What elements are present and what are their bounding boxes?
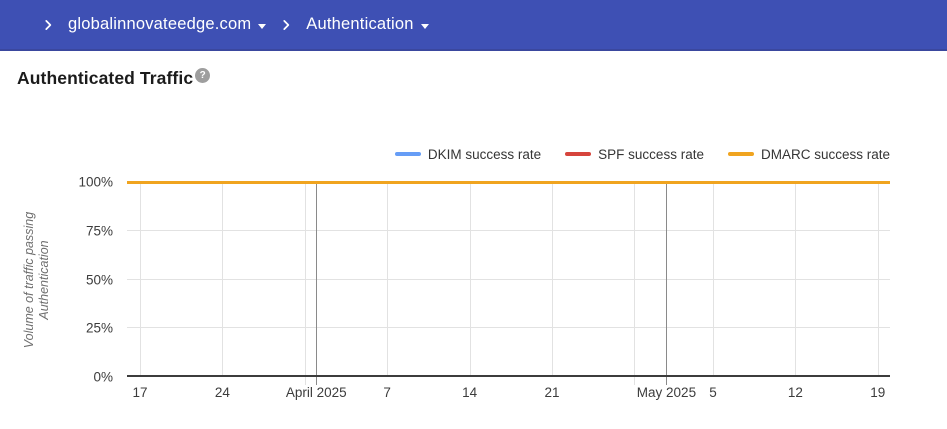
page-title: Authenticated Traffic bbox=[17, 68, 194, 88]
help-icon[interactable]: ? bbox=[195, 68, 211, 83]
report-selector-dropdown[interactable]: Authentication bbox=[306, 15, 429, 34]
x-tick-label: 5 bbox=[709, 385, 717, 400]
vertical-gridline bbox=[634, 182, 636, 385]
vertical-gridline bbox=[795, 182, 797, 377]
y-tick-label: 25% bbox=[85, 320, 113, 336]
horizontal-gridline bbox=[127, 229, 890, 231]
vertical-gridline bbox=[551, 182, 553, 377]
x-tick-label: 14 bbox=[462, 385, 478, 400]
x-tick-label: 7 bbox=[383, 385, 391, 400]
legend-item: DMARC success rate bbox=[727, 146, 890, 162]
legend-label: DMARC success rate bbox=[760, 146, 890, 162]
legend-swatch bbox=[565, 152, 592, 156]
x-tick-label: April 2025 bbox=[285, 385, 347, 400]
x-tick-label: May 2025 bbox=[636, 385, 697, 400]
horizontal-gridline bbox=[127, 278, 890, 280]
x-tick-label: 19 bbox=[870, 385, 886, 400]
page-title-row: Authenticated Traffic ? bbox=[17, 68, 211, 89]
x-axis-ticks: 17 24 April 2025 7 14 21 May 2025 5 12 19 bbox=[127, 385, 890, 403]
caret-down-icon bbox=[420, 23, 429, 29]
x-tick-label: 21 bbox=[544, 385, 560, 400]
top-nav-bar: globalinnovateedge.com Authentication bbox=[0, 0, 947, 51]
x-tick-label: 24 bbox=[214, 385, 230, 400]
legend-label: DKIM success rate bbox=[427, 146, 542, 162]
vertical-gridline bbox=[469, 182, 471, 377]
vertical-gridline bbox=[222, 182, 224, 377]
month-boundary-gridline bbox=[666, 182, 668, 385]
domain-selector-dropdown[interactable]: globalinnovateedge.com bbox=[68, 15, 267, 34]
chevron-right-icon bbox=[41, 18, 55, 32]
report-name: Authentication bbox=[306, 15, 414, 33]
vertical-gridline bbox=[139, 182, 141, 377]
caret-down-icon bbox=[258, 23, 267, 29]
legend-item: SPF success rate bbox=[565, 147, 704, 162]
vertical-gridline bbox=[712, 182, 714, 377]
plot-area bbox=[127, 180, 890, 385]
y-tick-label: 0% bbox=[93, 369, 113, 385]
legend-label: SPF success rate bbox=[598, 146, 704, 162]
x-tick-label: 17 bbox=[132, 385, 148, 400]
chart-legend: DKIM success rate SPF success rate DMARC s… bbox=[394, 145, 890, 163]
legend-swatch bbox=[727, 152, 754, 156]
legend-swatch bbox=[394, 152, 421, 156]
domain-name: globalinnovateedge.com bbox=[68, 15, 252, 33]
month-boundary-gridline bbox=[316, 182, 318, 385]
y-tick-label: 75% bbox=[85, 223, 113, 239]
series-line-dmarc bbox=[127, 180, 890, 184]
y-tick-label: 50% bbox=[85, 272, 113, 287]
chevron-right-icon bbox=[279, 18, 293, 32]
y-tick-label: 100% bbox=[78, 174, 113, 190]
vertical-gridline bbox=[304, 182, 306, 385]
x-axis-baseline bbox=[127, 375, 890, 377]
x-tick-label: 12 bbox=[787, 385, 803, 400]
y-axis-ticks: 0% 25% 50% 75% 100% bbox=[0, 175, 113, 385]
vertical-gridline bbox=[387, 182, 389, 377]
horizontal-gridline bbox=[127, 327, 890, 329]
legend-item: DKIM success rate bbox=[394, 146, 542, 162]
vertical-gridline bbox=[877, 182, 879, 377]
